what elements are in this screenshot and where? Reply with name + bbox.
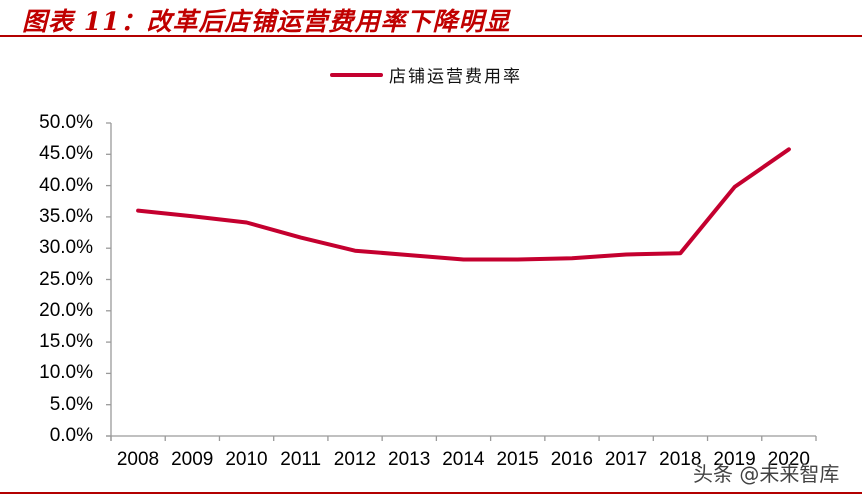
x-tick-label: 2017 xyxy=(604,449,648,470)
x-tick-label: 2016 xyxy=(550,449,593,470)
x-tick-label: 2012 xyxy=(333,449,377,470)
y-tick-label: 15.0% xyxy=(39,331,93,353)
series-line xyxy=(136,147,791,262)
y-tick-label: 50.0% xyxy=(39,112,93,133)
y-tick-label: 30.0% xyxy=(39,237,93,259)
y-tick-label: 35.0% xyxy=(39,205,93,227)
watermark: 头条 @未来智库 xyxy=(693,462,840,486)
y-tick-label: 10.0% xyxy=(39,362,93,384)
y-tick-label: 45.0% xyxy=(39,143,93,165)
legend: 店铺运营费用率 xyxy=(330,62,522,87)
x-tick-label: 2008 xyxy=(116,449,160,470)
x-tick-label: 2018 xyxy=(659,449,702,470)
x-tick-label: 2019 xyxy=(713,449,756,470)
title-divider xyxy=(0,35,862,37)
x-tick-label: 2020 xyxy=(767,449,810,470)
y-tick-label: 25.0% xyxy=(39,268,93,290)
chart-title: 图表 11：改革后店铺运营费用率下降明显 xyxy=(22,7,511,36)
x-tick-label: 2015 xyxy=(496,449,539,470)
x-tick-label: 2011 xyxy=(280,449,322,470)
x-tick-label: 2014 xyxy=(442,449,485,470)
y-tick-label: 5.0% xyxy=(49,393,93,415)
y-tick-label: 40.0% xyxy=(39,174,93,196)
y-tick-label: 0.0% xyxy=(49,425,93,446)
y-tick-label: 20.0% xyxy=(39,299,93,321)
x-tick-label: 2013 xyxy=(388,449,431,470)
x-tick-label: 2010 xyxy=(225,449,268,470)
legend-line-swatch xyxy=(330,72,383,77)
x-tick-label: 2009 xyxy=(171,449,214,470)
footer-divider xyxy=(0,492,862,494)
axes xyxy=(106,122,817,441)
legend-label: 店铺运营费用率 xyxy=(389,67,522,87)
